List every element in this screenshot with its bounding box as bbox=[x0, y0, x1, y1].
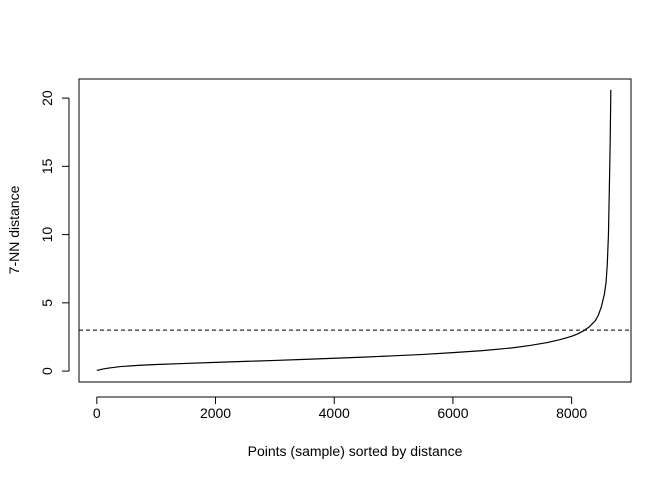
x-tick-label: 0 bbox=[93, 405, 101, 421]
y-tick-label: 5 bbox=[39, 299, 55, 307]
series-line bbox=[96, 89, 612, 371]
series-group bbox=[96, 89, 612, 371]
y-axis: 0 5 10 15 20 bbox=[39, 90, 70, 375]
y-tick-label: 10 bbox=[39, 227, 55, 243]
y-tick-label: 0 bbox=[39, 367, 55, 375]
x-axis: 0 2000 4000 6000 8000 bbox=[93, 396, 587, 421]
plot-frame bbox=[78, 78, 632, 383]
x-axis-title: Points (sample) sorted by distance bbox=[248, 443, 463, 459]
x-tick-label: 4000 bbox=[319, 405, 350, 421]
x-tick-label: 2000 bbox=[200, 405, 231, 421]
y-tick-label: 20 bbox=[39, 90, 55, 106]
y-tick-label: 15 bbox=[39, 158, 55, 174]
x-tick-label: 6000 bbox=[437, 405, 468, 421]
y-axis-title: 7-NN distance bbox=[6, 185, 22, 274]
x-tick-label: 8000 bbox=[556, 405, 587, 421]
